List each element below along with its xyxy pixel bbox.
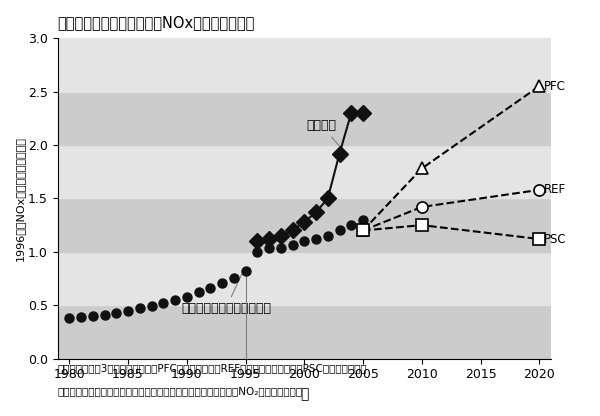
Text: PFC: PFC bbox=[544, 80, 566, 93]
Bar bbox=[58, 92, 551, 145]
Text: 衛星観測: 衛星観測 bbox=[307, 119, 343, 149]
Bar bbox=[58, 198, 551, 252]
Text: での予測結果、過去については排出量推計結果と衛星観測結果（NO₂濃度）を示す。: での予測結果、過去については排出量推計結果と衛星観測結果（NO₂濃度）を示す。 bbox=[58, 386, 302, 396]
Text: 中国における窒素酸化物（NOx）排出量の変化: 中国における窒素酸化物（NOx）排出量の変化 bbox=[58, 15, 255, 30]
Y-axis label: 1996年のNOx排出量に対する比率: 1996年のNOx排出量に対する比率 bbox=[15, 136, 25, 261]
Text: 過去の排出量（推計結果）: 過去の排出量（推計結果） bbox=[181, 274, 271, 315]
Text: REF: REF bbox=[544, 183, 566, 196]
Bar bbox=[58, 252, 551, 305]
Bar bbox=[58, 305, 551, 359]
Text: 将来については3種類のシナリオ（PFC：現状推移型、REF：持続可能性追求型、PSC：対策強化型）: 将来については3種類のシナリオ（PFC：現状推移型、REF：持続可能性追求型、P… bbox=[58, 363, 367, 373]
Text: PSC: PSC bbox=[544, 233, 566, 245]
Bar bbox=[58, 38, 551, 92]
Bar bbox=[58, 145, 551, 198]
X-axis label: 年: 年 bbox=[300, 387, 308, 401]
